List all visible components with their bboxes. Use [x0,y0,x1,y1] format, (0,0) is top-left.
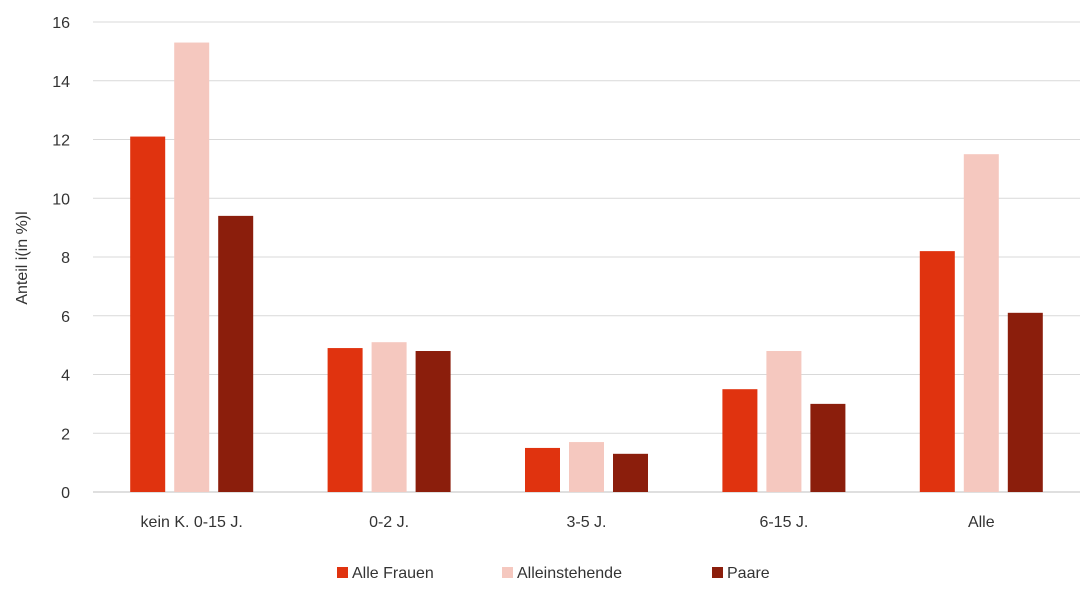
legend-label: Alle Frauen [352,565,434,582]
legend-swatch [502,567,513,578]
y-tick-label: 8 [61,250,70,267]
x-category-label: kein K. 0-15 J. [141,514,243,531]
bar [1007,312,1043,492]
bar [919,251,955,492]
y-tick-label: 4 [61,368,70,385]
bars [130,42,1043,492]
bar [766,351,802,492]
y-tick-label: 0 [61,485,70,502]
bar [415,351,451,492]
y-tick-label: 14 [52,74,70,91]
y-axis-title: Anteil i(in %)l [14,211,31,304]
bar [130,136,166,492]
bar [810,403,846,492]
x-category-label: 6-15 J. [759,514,808,531]
bar [218,215,254,492]
y-tick-label: 10 [52,191,70,208]
legend-swatch [337,567,348,578]
gridlines [93,21,1080,493]
legend-label: Alleinstehende [517,565,622,582]
legend-label: Paare [727,565,770,582]
y-tick-label: 2 [61,426,70,443]
bar [327,348,363,492]
x-category-label: 3-5 J. [566,514,606,531]
bar [722,389,758,492]
x-category-label: Alle [968,514,995,531]
y-tick-label: 6 [61,309,70,326]
y-tick-label: 16 [52,15,70,32]
x-axis-labels: kein K. 0-15 J. 0-2 J. 3-5 J. 6-15 J. Alle [141,514,995,531]
bar [525,447,560,492]
y-tick-label: 12 [52,133,70,150]
bar [174,42,210,492]
legend-swatch [712,567,723,578]
bar [613,453,648,492]
bar [569,442,604,492]
x-category-label: 0-2 J. [369,514,409,531]
bar [963,154,999,492]
bar [371,342,407,492]
legend: Alle Frauen Alleinstehende Paare [337,565,770,582]
y-axis-ticks: 0 2 4 6 8 10 12 14 16 [52,15,70,502]
